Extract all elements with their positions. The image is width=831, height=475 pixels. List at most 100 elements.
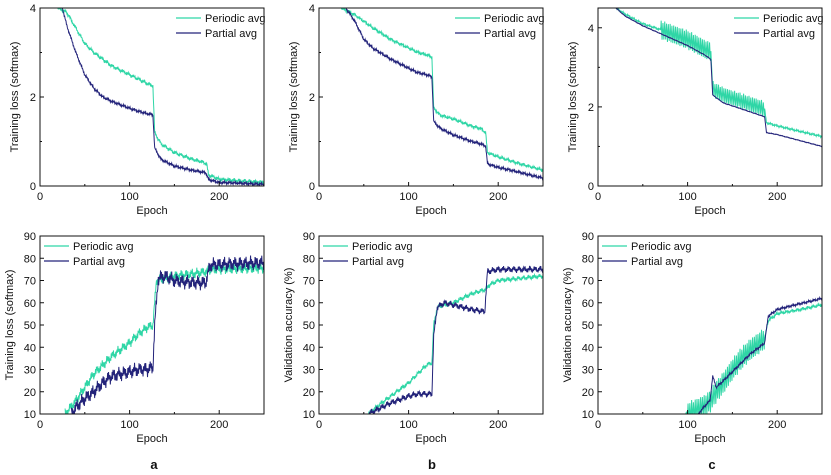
y-tick-label: 0 (30, 181, 36, 193)
plot-frame (597, 7, 823, 187)
y-tick-label: 80 (582, 253, 594, 265)
legend-label-partial: Partial avg (352, 256, 404, 268)
x-tick-label: 0 (316, 419, 322, 431)
series-line-periodic (685, 302, 822, 414)
x-axis-label: Epoch (694, 433, 725, 445)
y-axis-label: Training loss (softmax) (4, 270, 16, 381)
x-tick-label: 200 (768, 419, 786, 431)
x-tick-label: 100 (120, 191, 138, 203)
legend-label-periodic: Periodic avg (205, 13, 266, 25)
y-tick-label: 20 (24, 387, 36, 399)
x-tick-label: 100 (399, 191, 417, 203)
panel-b-bottom: 0 100 200 10 20 30 40 50 60 70 80 90 Epoch Validation… (283, 231, 544, 445)
y-tick-label: 4 (309, 3, 315, 15)
y-tick-label: 40 (582, 342, 594, 354)
y-axis-label: Validation accuracy (%) (562, 268, 574, 383)
y-tick-label: 20 (582, 387, 594, 399)
x-axis-label: Epoch (415, 205, 446, 217)
panel-a-bottom: 0 100 200 10 20 30 40 50 60 70 80 90 Epoch Training l… (4, 231, 265, 445)
y-tick-label: 2 (588, 102, 594, 114)
y-tick-label: 0 (309, 181, 315, 193)
y-tick-label: 70 (303, 276, 315, 288)
series-line-partial (368, 265, 543, 414)
panel-c-top: 0 100 200 0 2 4 Epoch Training loss (softmax) Pe… (567, 7, 824, 217)
legend-label-partial: Partial avg (205, 28, 257, 40)
x-tick-label: 200 (210, 419, 228, 431)
series-line-partial (615, 8, 822, 148)
y-tick-label: 10 (24, 409, 36, 421)
y-axis-label: Validation accuracy (%) (283, 268, 295, 383)
x-tick-label: 200 (489, 191, 507, 203)
series-line-partial (70, 255, 264, 414)
y-tick-label: 4 (588, 23, 594, 35)
legend-label-periodic: Periodic avg (631, 241, 692, 253)
y-tick-label: 2 (309, 92, 315, 104)
y-axis-label: Training loss (softmax) (288, 42, 300, 153)
x-tick-label: 0 (595, 191, 601, 203)
y-tick-label: 90 (582, 231, 594, 243)
y-tick-label: 50 (582, 320, 594, 332)
y-tick-label: 70 (24, 276, 36, 288)
y-tick-label: 90 (24, 231, 36, 243)
series-line-partial (345, 8, 543, 182)
y-tick-label: 80 (303, 253, 315, 265)
x-tick-label: 0 (37, 191, 43, 203)
x-axis-label: Epoch (136, 205, 167, 217)
x-axis-label: Epoch (415, 433, 446, 445)
x-tick-label: 100 (678, 419, 696, 431)
series-line-periodic (57, 8, 264, 185)
y-tick-label: 30 (24, 365, 36, 377)
series-line-periodic (340, 8, 543, 172)
x-tick-label: 100 (678, 191, 696, 203)
legend-label-partial: Partial avg (484, 28, 536, 40)
x-tick-label: 200 (489, 419, 507, 431)
y-tick-label: 20 (303, 387, 315, 399)
x-tick-label: 0 (595, 419, 601, 431)
y-tick-label: 50 (24, 320, 36, 332)
x-tick-label: 100 (120, 419, 138, 431)
legend-label-periodic: Periodic avg (763, 13, 824, 25)
x-tick-label: 200 (768, 191, 786, 203)
x-tick-label: 0 (37, 419, 43, 431)
x-tick-label: 100 (399, 419, 417, 431)
y-tick-label: 90 (303, 231, 315, 243)
y-tick-label: 10 (303, 409, 315, 421)
panel-letter-c: c (708, 457, 715, 472)
y-tick-label: 10 (582, 409, 594, 421)
y-tick-label: 30 (303, 365, 315, 377)
series-line-partial (697, 295, 822, 414)
legend-label-periodic: Periodic avg (73, 241, 134, 253)
y-tick-label: 70 (582, 276, 594, 288)
panel-letter-a: a (150, 457, 158, 472)
y-tick-label: 50 (303, 320, 315, 332)
x-axis-label: Epoch (136, 433, 167, 445)
series-line-periodic (615, 8, 822, 139)
legend-label-partial: Partial avg (763, 28, 815, 40)
panel-c-bottom: 0 100 200 10 20 30 40 50 60 70 80 90 Epoch Validation… (562, 231, 823, 445)
x-tick-label: 200 (210, 191, 228, 203)
panel-letter-b: b (428, 457, 436, 472)
panel-a-top: 0 100 200 0 2 4 Epoch Training loss (softmax) Pe… (9, 3, 266, 217)
x-tick-label: 0 (316, 191, 322, 203)
y-tick-label: 40 (303, 342, 315, 354)
y-axis-label: Training loss (softmax) (9, 42, 21, 153)
y-axis-label: Training loss (softmax) (567, 42, 579, 153)
series-line-partial (61, 8, 264, 186)
y-tick-label: 80 (24, 253, 36, 265)
y-tick-label: 2 (30, 92, 36, 104)
legend-label-periodic: Periodic avg (352, 241, 413, 253)
y-tick-label: 60 (24, 298, 36, 310)
legend-label-partial: Partial avg (631, 256, 683, 268)
y-tick-label: 40 (24, 342, 36, 354)
legend-label-periodic: Periodic avg (484, 13, 545, 25)
series-line-periodic (368, 272, 543, 414)
y-tick-label: 30 (582, 365, 594, 377)
legend-label-partial: Partial avg (73, 256, 125, 268)
panel-b-top: 0 100 200 0 2 4 Epoch Training loss (softmax) Pe… (288, 3, 545, 217)
y-tick-label: 60 (303, 298, 315, 310)
y-tick-label: 60 (582, 298, 594, 310)
y-tick-label: 4 (30, 3, 36, 15)
x-axis-label: Epoch (694, 205, 725, 217)
y-tick-label: 0 (588, 181, 594, 193)
